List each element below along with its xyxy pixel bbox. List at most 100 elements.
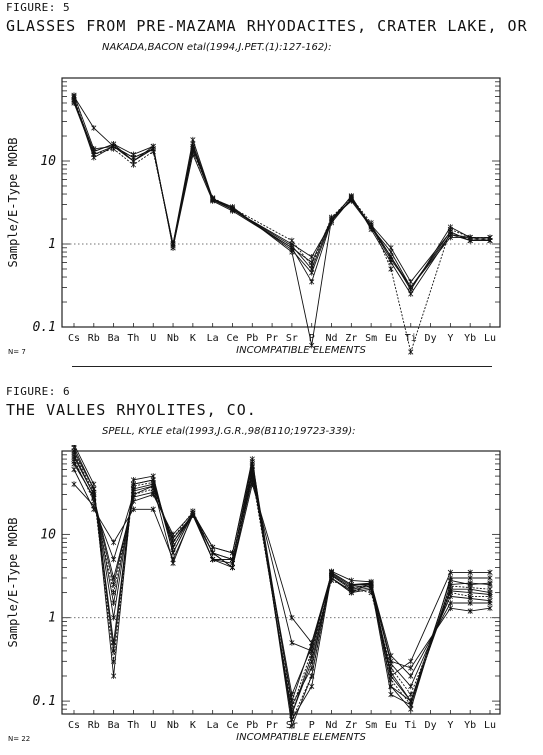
data-point (170, 535, 176, 542)
series-line (73, 97, 490, 354)
figure-6-subtitle: SPELL, KYLE etal(1993,J.G.R.,98(B110;197… (102, 426, 356, 437)
plot-frame (61, 450, 501, 715)
series-line (73, 102, 491, 289)
data-point (91, 125, 97, 131)
data-point (447, 605, 453, 612)
data-point (130, 491, 137, 498)
x-tick-label: Ti (405, 333, 417, 344)
series-line (73, 458, 490, 710)
x-tick-label: Pr (266, 720, 278, 731)
data-point (289, 716, 295, 723)
series-group (71, 92, 493, 355)
figure-6-title: THE VALLES RHYOLITES, CO. (6, 401, 257, 419)
figure-6-label: FIGURE: 6 (6, 385, 71, 398)
x-tick-label: Lu (484, 720, 496, 731)
x-tick-label: Lu (484, 333, 496, 344)
series-line (73, 447, 491, 707)
x-tick-label: Eu (385, 720, 397, 731)
figure-5-subtitle: NAKADA,BACON etal(1994,J.PET.(1):127-162… (102, 42, 332, 53)
x-tick-label: Zr (345, 720, 357, 731)
data-point (71, 97, 77, 104)
data-point (71, 481, 77, 488)
data-point (388, 256, 394, 263)
y-tick-label: 0.1 (33, 694, 56, 709)
data-point (309, 647, 315, 654)
data-point (309, 683, 315, 690)
x-tick-label: Sm (365, 720, 377, 731)
data-point (170, 549, 176, 556)
x-tick-label: Y (447, 720, 453, 731)
data-point (150, 143, 156, 150)
figure-6-chart: 10 1 0.1 Sample/E-Type MORB Cs Rb Ba Th U Nb K La Ce… (6, 445, 501, 743)
x-tick-label: Ba (108, 720, 120, 731)
data-point (467, 584, 473, 591)
data-point (111, 581, 117, 588)
data-point (487, 580, 493, 587)
data-point (309, 269, 315, 276)
data-point (408, 673, 414, 679)
y-tick-label: 1 (48, 611, 56, 626)
data-point (467, 569, 473, 576)
data-point (487, 569, 493, 576)
x-tick-label: Th (127, 720, 139, 731)
data-point (289, 723, 295, 730)
data-point (408, 278, 414, 285)
series-line (73, 99, 491, 289)
data-point (487, 597, 493, 604)
series-line (73, 463, 490, 702)
x-tick-label: Nd (326, 720, 338, 731)
x-tick-label: Ba (108, 333, 120, 344)
data-point (91, 495, 97, 502)
data-point (150, 483, 156, 489)
x-tick-label: K (190, 333, 196, 344)
data-point (249, 471, 255, 478)
x-axis-title: INCOMPATIBLE ELEMENTS (236, 732, 366, 743)
series-line (73, 479, 491, 669)
data-point (309, 278, 315, 285)
data-point (447, 228, 453, 235)
data-point (467, 589, 473, 596)
data-point (210, 195, 216, 202)
data-point (229, 560, 236, 567)
data-point (388, 266, 394, 272)
data-point (447, 583, 453, 589)
data-point (328, 569, 335, 576)
figure-5-label: FIGURE: 5 (6, 1, 71, 14)
data-point (210, 549, 216, 556)
data-point (388, 669, 394, 676)
data-point (249, 458, 255, 465)
x-tick-label: Rb (88, 720, 100, 731)
x-tick-label: Ce (226, 720, 238, 731)
x-tick-label: Y (447, 333, 453, 344)
data-point (408, 284, 414, 291)
data-point (71, 445, 77, 451)
x-tick-label: Nb (167, 720, 179, 731)
plot-frame (61, 77, 501, 328)
series-line (73, 461, 491, 697)
data-point (487, 575, 493, 581)
data-point (447, 593, 453, 600)
data-point (111, 614, 117, 621)
data-point (368, 580, 374, 587)
data-point (71, 92, 77, 99)
data-point (111, 658, 117, 665)
data-point (289, 244, 295, 251)
data-point (309, 652, 315, 659)
data-point (289, 711, 295, 717)
y-axis-title: Sample/E-Type MORB (6, 137, 20, 267)
data-point (447, 569, 453, 576)
x-tick-label: Rb (88, 333, 100, 344)
data-point (190, 145, 196, 152)
separator-line (72, 366, 492, 367)
data-point (447, 600, 453, 606)
figure-5-chart: 10 1 0.1 Sample/E-Type MORB Cs Rb Ba Th U Nb K La Ce… (6, 77, 501, 356)
x-tick-label: Pb (246, 720, 258, 731)
data-point (249, 477, 255, 483)
data-point (348, 581, 354, 588)
x-tick-label: Pr (266, 333, 278, 344)
series-line (73, 100, 490, 289)
y-tick-label: 0.1 (33, 320, 56, 335)
data-point (111, 673, 117, 679)
x-tick-label: Dy (425, 720, 437, 731)
data-point (130, 158, 137, 164)
